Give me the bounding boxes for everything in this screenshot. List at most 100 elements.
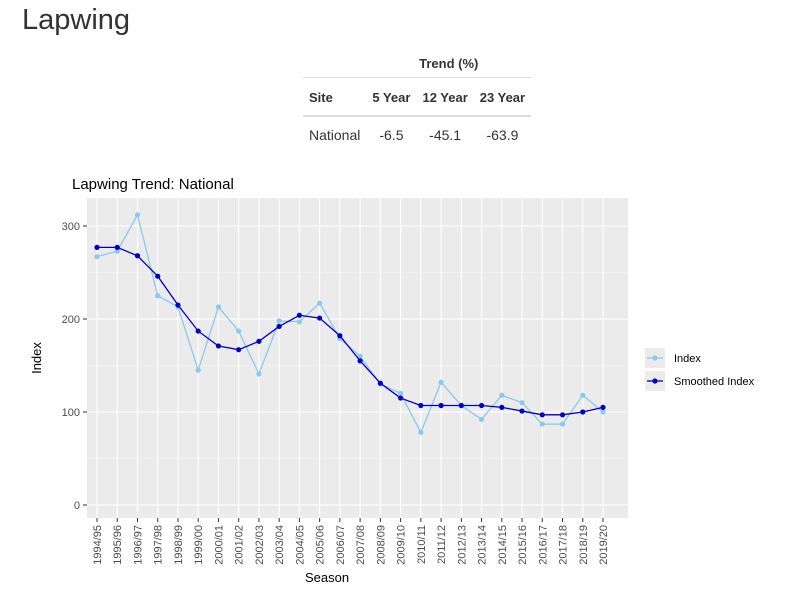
x-axis-label: Season <box>305 570 349 585</box>
data-point <box>175 302 181 308</box>
data-point <box>317 300 323 306</box>
legend-label: Index <box>674 353 701 365</box>
cell-12yr: -45.1 <box>429 127 462 143</box>
data-point <box>519 408 525 414</box>
data-point <box>296 319 302 325</box>
data-point <box>155 273 161 279</box>
y-tick-label: 300 <box>62 221 80 233</box>
data-point <box>296 312 302 318</box>
data-point <box>478 402 485 409</box>
x-tick-label: 2019/20 <box>598 525 610 565</box>
x-tick-label: 1998/99 <box>173 525 185 565</box>
x-tick-label: 2005/06 <box>315 525 327 565</box>
data-point <box>559 421 566 427</box>
x-tick-label: 2017/18 <box>558 525 570 565</box>
data-point <box>377 380 383 386</box>
data-point <box>256 338 262 344</box>
x-tick-label: 2014/15 <box>497 525 509 565</box>
legend-key-point <box>652 355 658 361</box>
data-point <box>398 395 404 401</box>
data-point <box>418 429 424 436</box>
y-tick-label: 100 <box>62 407 80 419</box>
data-point <box>215 304 222 310</box>
x-tick-label: 2006/07 <box>335 525 347 565</box>
data-point <box>539 412 545 418</box>
x-tick-label: 2016/17 <box>537 525 549 565</box>
cell-23yr: -63.9 <box>486 127 519 143</box>
data-point <box>539 421 545 427</box>
x-tick-label: 2007/08 <box>355 525 367 565</box>
data-point <box>418 402 424 409</box>
x-tick-label: 2013/14 <box>477 525 489 565</box>
x-tick-label: 1994/95 <box>92 525 104 565</box>
cell-site: National <box>309 127 361 143</box>
trend-group-header: Trend (%) <box>366 48 532 78</box>
col-23yr: 23 Year <box>473 77 532 117</box>
x-tick-label: 2004/05 <box>294 525 306 565</box>
legend-key-point <box>652 378 658 384</box>
data-point <box>499 392 505 398</box>
data-point <box>155 293 161 299</box>
y-axis-label: Index <box>29 342 44 374</box>
trend-table: Trend (%) Site 5 Year 12 Year 23 Year Na… <box>303 48 532 151</box>
data-point <box>337 333 343 339</box>
data-point <box>357 353 363 359</box>
col-12yr: 12 Year <box>416 77 474 117</box>
x-tick-label: 2011/12 <box>436 525 448 564</box>
data-point <box>478 416 485 423</box>
x-tick-label: 2010/11 <box>416 525 428 564</box>
data-point <box>438 379 444 385</box>
data-point <box>114 248 120 254</box>
cell-5yr: -6.5 <box>379 127 404 143</box>
col-site: Site <box>303 77 367 117</box>
data-point <box>256 371 262 377</box>
data-point <box>236 347 242 353</box>
data-point <box>195 367 201 373</box>
chart-title: Lapwing Trend: National <box>72 176 234 193</box>
data-point <box>134 253 141 259</box>
data-point <box>236 328 242 334</box>
y-tick-label: 0 <box>74 500 80 512</box>
data-point <box>580 392 586 398</box>
data-point <box>398 390 404 396</box>
x-tick-label: 1995/96 <box>112 525 124 565</box>
data-point <box>559 412 566 418</box>
data-point <box>134 212 141 218</box>
x-tick-label: 2012/13 <box>456 525 468 565</box>
x-tick-label: 2008/09 <box>375 525 387 565</box>
data-point <box>458 402 464 409</box>
data-point <box>195 328 201 334</box>
x-tick-label: 2009/10 <box>396 525 408 565</box>
data-point <box>114 244 120 250</box>
x-tick-label: 2002/03 <box>254 525 266 565</box>
data-point <box>317 315 323 321</box>
x-tick-label: 1996/97 <box>132 525 144 565</box>
data-point <box>600 409 606 415</box>
data-point <box>499 404 505 410</box>
x-tick-label: 1999/00 <box>193 525 205 565</box>
series-line <box>97 246 604 416</box>
x-tick-label: 1997/98 <box>153 525 165 565</box>
data-point <box>519 400 525 406</box>
data-point <box>580 409 586 415</box>
x-tick-label: 2018/19 <box>578 525 590 565</box>
data-point <box>215 343 222 349</box>
page-title: Lapwing <box>22 4 131 36</box>
x-tick-label: 2001/02 <box>234 525 246 565</box>
col-5yr: 5 Year <box>366 77 417 117</box>
legend-label: Smoothed Index <box>674 376 755 388</box>
legend: Index Smoothed Index <box>645 348 755 391</box>
x-tick-label: 2000/01 <box>213 525 225 565</box>
data-point <box>438 402 444 409</box>
table-row: National -6.5 -45.1 -63.9 <box>303 116 531 151</box>
data-point <box>94 244 100 250</box>
data-point <box>600 404 606 410</box>
data-point <box>94 254 100 260</box>
x-tick-label: 2003/04 <box>274 525 286 565</box>
data-point <box>276 318 282 324</box>
x-tick-label: 2015/16 <box>517 525 529 565</box>
y-tick-label: 200 <box>62 314 80 326</box>
data-point <box>276 323 282 330</box>
data-point <box>357 358 363 364</box>
